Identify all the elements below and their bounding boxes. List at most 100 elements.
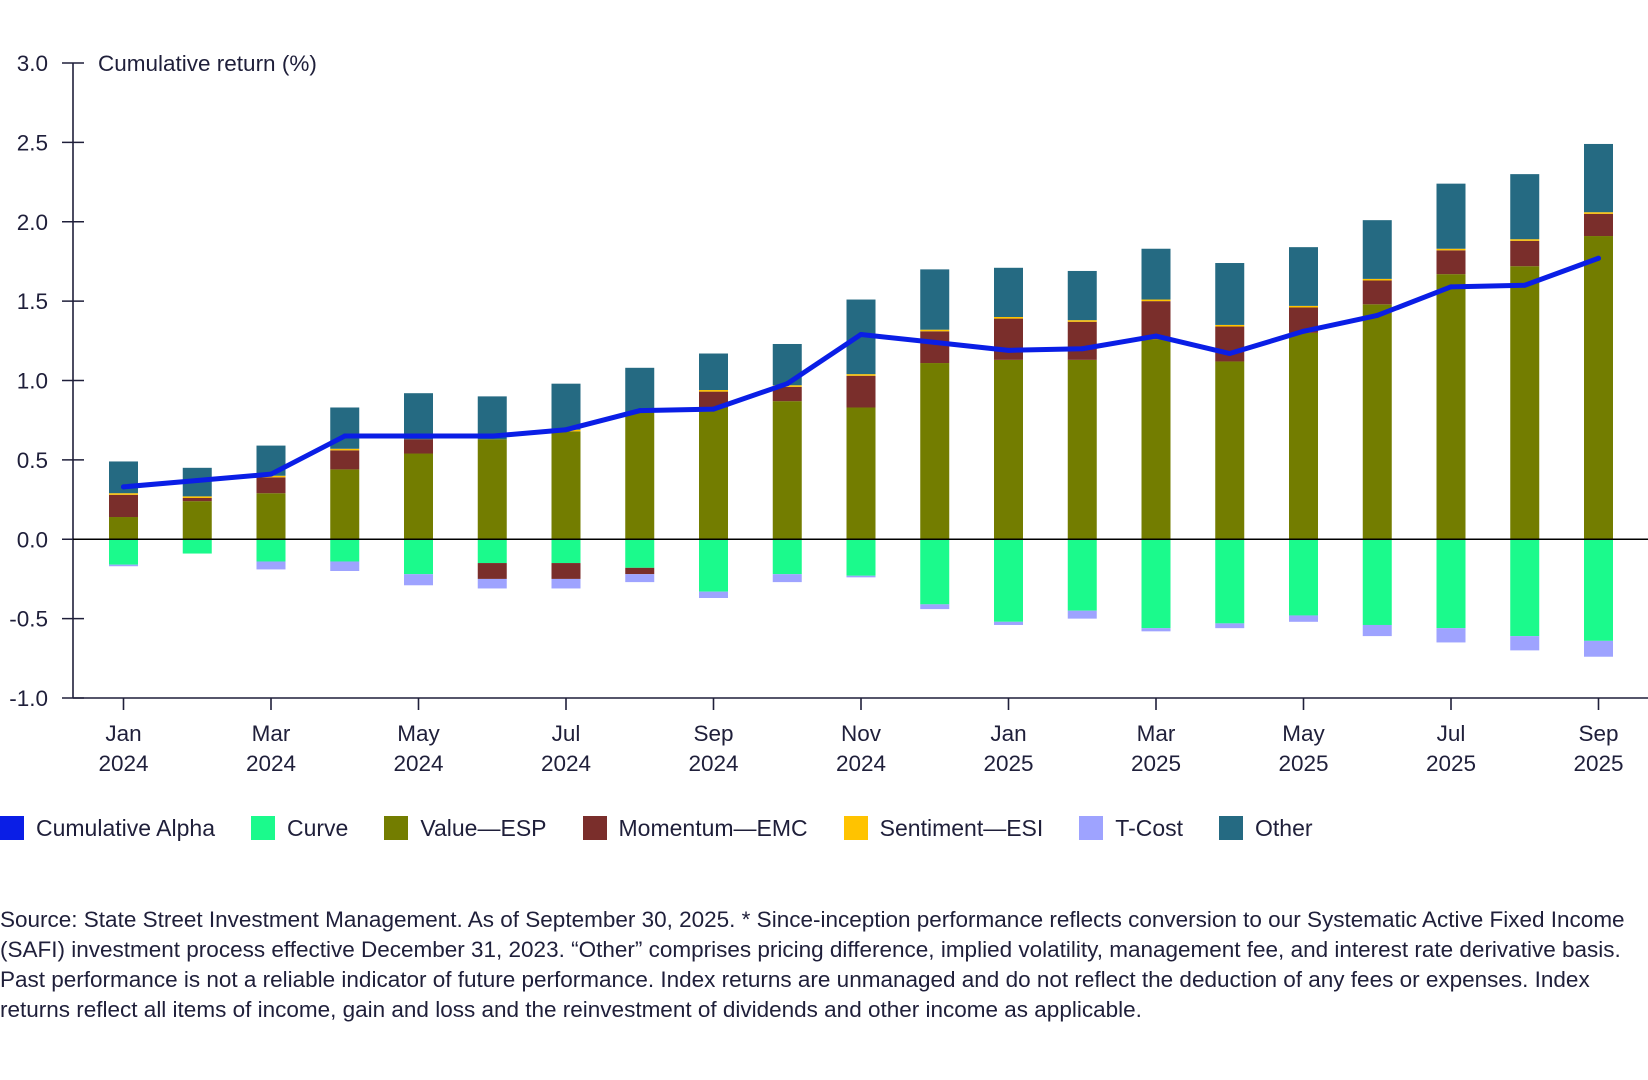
y-tick-label: 0.0	[17, 527, 48, 552]
cumulative-alpha-point	[1006, 347, 1011, 353]
bar-sentiment-21	[1584, 212, 1613, 214]
bar-momentum-8	[625, 567, 655, 575]
bar-tcost-4	[330, 561, 360, 571]
bar-value-1	[109, 517, 138, 540]
cumulative-alpha-point	[637, 408, 643, 414]
bar-sentiment-15	[1141, 299, 1171, 302]
x-tick-label-month: Sep	[1578, 721, 1618, 746]
cumulative-alpha-point	[194, 478, 200, 484]
x-tick-label-year: 2024	[393, 751, 443, 776]
bar-value-7	[551, 431, 581, 540]
cumulative-alpha-point	[932, 339, 938, 345]
bar-curve-19	[1436, 539, 1466, 629]
bar-curve-1	[109, 539, 138, 565]
legend-swatch-other	[1219, 816, 1244, 840]
bar-curve-13	[994, 539, 1023, 622]
bar-sentiment-13	[994, 317, 1023, 319]
bar-value-16	[1215, 361, 1245, 540]
bar-curve-7	[551, 539, 581, 564]
x-tick-label-month: Jul	[552, 721, 581, 746]
bar-other-6	[477, 396, 507, 440]
cumulative-alpha-point	[1079, 346, 1085, 352]
bar-value-9	[699, 407, 728, 540]
y-tick-label: 2.5	[17, 130, 48, 155]
bar-tcost-9	[699, 591, 728, 598]
bar-other-19	[1436, 183, 1466, 249]
bar-sentiment-4	[330, 448, 360, 451]
bar-tcost-5	[404, 574, 433, 586]
x-tick-label-year: 2025	[983, 751, 1033, 776]
bar-sentiment-9	[699, 390, 728, 392]
bar-value-8	[625, 412, 655, 540]
cumulative-alpha-point	[563, 427, 569, 433]
bar-momentum-7	[551, 563, 581, 579]
bar-other-18	[1362, 220, 1392, 279]
bar-sentiment-17	[1289, 305, 1318, 308]
legend-swatch-value-esp	[384, 816, 409, 840]
bar-tcost-14	[1067, 610, 1097, 619]
cumulative-alpha-point	[268, 471, 274, 477]
x-tick-label-month: Mar	[252, 721, 291, 746]
x-tick-label-month: Sep	[693, 721, 733, 746]
bar-other-9	[699, 353, 728, 391]
bar-other-12	[920, 269, 950, 330]
bar-tcost-1	[109, 564, 138, 567]
bar-sentiment-16	[1215, 324, 1245, 327]
bar-other-20	[1510, 174, 1540, 240]
bar-momentum-14	[1067, 321, 1097, 360]
y-axis-title: Cumulative return (%)	[98, 51, 317, 76]
bar-curve-8	[625, 539, 655, 568]
y-tick-label: 1.0	[17, 369, 48, 394]
bar-sentiment-14	[1067, 320, 1097, 322]
bar-curve-17	[1289, 539, 1318, 616]
bar-tcost-11	[846, 575, 876, 578]
bar-value-19	[1436, 274, 1466, 540]
legend-swatch-t-cost	[1079, 816, 1104, 840]
bar-momentum-13	[994, 318, 1023, 360]
bar-other-13	[994, 267, 1023, 317]
legend-item-momentum-emc: Momentum—EMC	[582, 814, 808, 842]
bar-curve-15	[1141, 539, 1171, 629]
bar-momentum-6	[477, 563, 507, 579]
bar-other-7	[551, 383, 581, 430]
bar-momentum-1	[109, 494, 138, 518]
x-tick-label-year: 2025	[1278, 751, 1328, 776]
legend-label: Momentum—EMC	[618, 814, 808, 841]
x-tick-label-month: May	[397, 721, 440, 746]
legend-label: Sentiment—ESI	[879, 814, 1044, 841]
bar-value-12	[920, 363, 950, 540]
cumulative-alpha-point	[1153, 333, 1159, 339]
y-tick-label: 0.5	[17, 448, 48, 473]
x-tick-label-month: Jan	[105, 721, 141, 746]
x-tick-label-month: Jan	[990, 721, 1026, 746]
bar-other-14	[1067, 270, 1097, 321]
bar-momentum-5	[404, 439, 433, 454]
y-tick-label: 3.0	[17, 51, 48, 76]
legend-swatch-sentiment-esi	[843, 816, 868, 840]
bar-curve-4	[330, 539, 360, 562]
stacked-bars	[109, 143, 1613, 657]
legend-item-curve: Curve	[251, 815, 348, 842]
cumulative-alpha-point	[342, 433, 348, 439]
bar-sentiment-1	[109, 493, 138, 495]
bar-tcost-16	[1215, 623, 1245, 629]
cumulative-alpha-point	[1301, 328, 1306, 334]
bar-value-13	[994, 359, 1023, 540]
bar-tcost-8	[625, 574, 655, 583]
bar-momentum-18	[1362, 280, 1392, 305]
bar-curve-20	[1510, 539, 1540, 637]
bar-other-16	[1215, 263, 1245, 325]
x-tick-label-year: 2024	[98, 751, 148, 776]
bar-curve-14	[1067, 539, 1097, 611]
x-tick-label-year: 2024	[541, 751, 591, 776]
cumulative-return-chart: -1.0 -0.5 0.0 0.5 1.0 1.5 2.0 2.5 3.0 Jan 2024 Mar…	[9, 51, 1648, 776]
x-tick-label-year: 2024	[688, 751, 738, 776]
bar-value-14	[1067, 359, 1097, 540]
bar-sentiment-11	[846, 374, 876, 376]
bar-momentum-21	[1584, 213, 1613, 237]
bar-momentum-12	[920, 331, 950, 364]
x-axis: Jan 2024 Mar 2024 May 2024 Jul 2024 Sep 2024 Nov 20…	[73, 697, 1648, 776]
y-tick-label: 2.0	[17, 210, 48, 235]
bar-other-8	[625, 367, 655, 413]
y-tick-label: 1.5	[17, 289, 48, 314]
